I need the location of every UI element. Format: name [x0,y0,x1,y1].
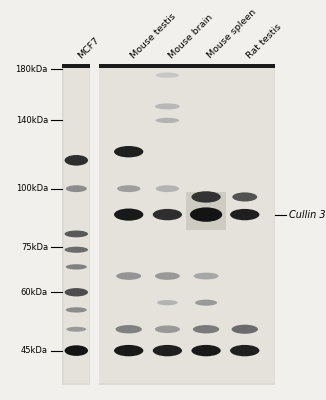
Bar [99,64,274,68]
Ellipse shape [156,185,179,192]
Text: MCF7: MCF7 [76,35,101,60]
Text: Rat testis: Rat testis [245,22,283,60]
Text: 75kDa: 75kDa [21,242,48,252]
Bar [99,64,274,385]
Text: 45kDa: 45kDa [21,346,48,355]
Bar [63,64,90,68]
Ellipse shape [195,300,217,306]
Ellipse shape [230,345,259,356]
Text: Mouse brain: Mouse brain [167,12,215,60]
Ellipse shape [66,264,87,270]
Ellipse shape [114,208,143,221]
Ellipse shape [65,155,88,166]
Ellipse shape [156,72,179,78]
Ellipse shape [231,325,258,334]
Ellipse shape [114,146,143,157]
Text: 180kDa: 180kDa [16,65,48,74]
Ellipse shape [157,300,178,305]
Text: 100kDa: 100kDa [16,184,48,193]
Bar [99,66,274,383]
Text: 60kDa: 60kDa [21,288,48,297]
Ellipse shape [115,325,142,334]
Ellipse shape [117,185,141,192]
Text: Cullin 3: Cullin 3 [289,210,326,220]
Bar [64,66,89,383]
Text: Mouse testis: Mouse testis [129,11,177,60]
Text: Mouse spleen: Mouse spleen [206,8,259,60]
Ellipse shape [66,327,86,332]
Ellipse shape [65,247,88,253]
Ellipse shape [156,118,179,123]
Ellipse shape [153,209,182,220]
Ellipse shape [153,345,182,356]
Ellipse shape [66,185,87,192]
Ellipse shape [230,209,259,220]
Ellipse shape [116,272,141,280]
Ellipse shape [65,288,88,296]
Ellipse shape [66,307,87,312]
Bar [186,192,227,230]
Ellipse shape [65,345,88,356]
Ellipse shape [155,272,180,280]
Ellipse shape [114,345,143,356]
Ellipse shape [232,192,257,202]
Ellipse shape [191,345,221,356]
Ellipse shape [193,325,219,334]
Text: 140kDa: 140kDa [16,116,48,125]
Bar [63,64,90,385]
Ellipse shape [155,104,180,110]
Ellipse shape [191,191,221,203]
Ellipse shape [155,326,180,333]
Ellipse shape [194,273,218,280]
Ellipse shape [190,207,222,222]
Ellipse shape [65,230,88,237]
